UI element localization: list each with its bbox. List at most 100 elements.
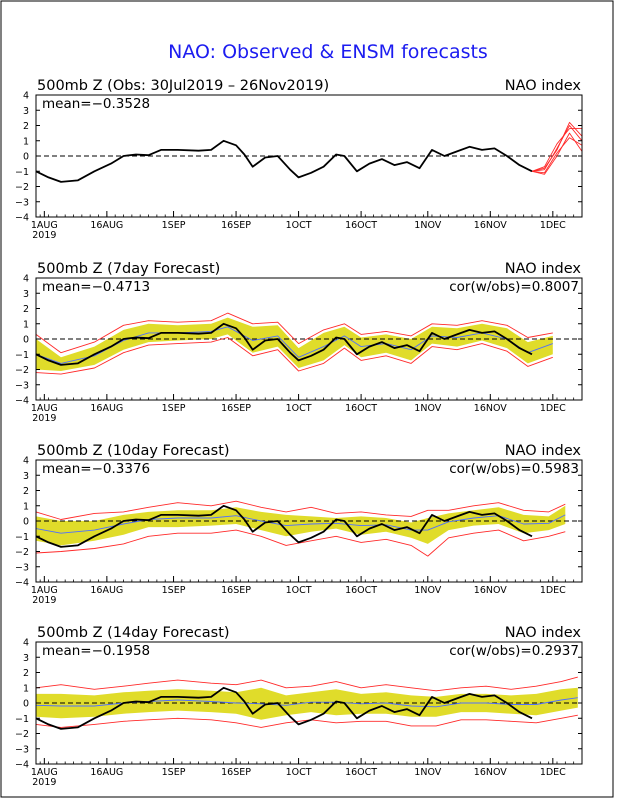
y-tick-label: 1 — [23, 136, 29, 147]
panel-index-label: NAO index — [505, 78, 582, 94]
year-label: 2019 — [32, 777, 56, 788]
y-tick-label: 0 — [23, 335, 29, 346]
x-tick-label: 1DEC — [540, 585, 566, 596]
year-label: 2019 — [32, 413, 56, 424]
member-max-line — [35, 500, 566, 520]
y-tick-label: −1 — [15, 167, 29, 178]
x-tick-label: 1AUG — [31, 403, 58, 414]
ensemble-member-line — [531, 121, 583, 172]
y-tick-label: −2 — [15, 547, 29, 558]
y-tick-label: 2 — [23, 668, 29, 679]
ensemble-member-line — [531, 132, 583, 175]
x-tick-label: 16NOV — [474, 403, 508, 414]
y-tick-label: −1 — [15, 350, 29, 361]
y-tick-label: 2 — [23, 121, 29, 132]
mean-label: mean=−0.4713 — [42, 279, 150, 295]
x-tick-label: 1OCT — [286, 767, 312, 778]
x-tick-label: 16SEP — [221, 403, 251, 414]
nao-panel-4: 500mb Z (14day Forecast) NAO index 4 3 2 1 0 −1… — [15, 625, 583, 788]
y-tick-label: −3 — [15, 197, 29, 208]
y-tick-label: 3 — [23, 289, 29, 300]
panel-title: 500mb Z (Obs: 30Jul2019 – 26Nov2019) — [37, 78, 329, 94]
y-tick-label: 1 — [23, 501, 29, 512]
y-tick-label: 1 — [23, 683, 29, 694]
member-max-line — [35, 676, 578, 692]
x-tick-label: 1SEP — [162, 585, 186, 596]
x-tick-label: 16NOV — [474, 767, 508, 778]
x-tick-label: 1NOV — [414, 403, 441, 414]
correlation-label: cor(w/obs)=0.8007 — [449, 279, 579, 295]
x-tick-label: 16AUG — [90, 767, 123, 778]
x-tick-label: 1DEC — [540, 403, 566, 414]
member-min-line — [35, 529, 566, 557]
x-tick-label: 1NOV — [414, 220, 441, 231]
x-tick-label: 1AUG — [31, 767, 58, 778]
nao-panel-2: 500mb Z (7day Forecast) NAO index 4 3 2 1 0 −1 −… — [15, 261, 583, 424]
year-label: 2019 — [32, 595, 56, 606]
y-tick-label: 3 — [23, 471, 29, 482]
ensemble-member-line — [531, 128, 582, 172]
y-tick-label: −3 — [15, 380, 29, 391]
y-tick-label: 0 — [23, 152, 29, 163]
y-tick-label: −4 — [15, 213, 29, 224]
panel-title: 500mb Z (7day Forecast) — [37, 261, 220, 277]
x-tick-label: 16OCT — [345, 767, 377, 778]
figure-title: NAO: Observed & ENSM forecasts — [168, 41, 488, 63]
y-tick-label: 1 — [23, 319, 29, 330]
x-tick-label: 16AUG — [90, 585, 123, 596]
member-min-line — [35, 337, 553, 375]
y-tick-label: 4 — [23, 456, 29, 467]
y-tick-label: −2 — [15, 182, 29, 193]
panel-index-label: NAO index — [505, 443, 582, 459]
y-tick-label: 0 — [23, 699, 29, 710]
spread-band — [36, 317, 553, 371]
y-tick-label: −4 — [15, 760, 29, 771]
y-tick-label: 4 — [23, 638, 29, 649]
y-tick-label: 3 — [23, 653, 29, 664]
x-tick-label: 16SEP — [221, 767, 251, 778]
y-tick-label: 4 — [23, 274, 29, 285]
y-tick-label: −2 — [15, 365, 29, 376]
panel-index-label: NAO index — [505, 261, 582, 277]
x-tick-label: 16OCT — [345, 220, 377, 231]
y-tick-label: 0 — [23, 517, 29, 528]
y-tick-label: −3 — [15, 562, 29, 573]
x-tick-label: 1OCT — [286, 403, 312, 414]
x-tick-label: 1SEP — [162, 767, 186, 778]
x-tick-label: 16NOV — [474, 585, 508, 596]
mean-label: mean=−0.3376 — [42, 461, 150, 477]
correlation-label: cor(w/obs)=0.5983 — [449, 461, 579, 477]
nao-panel-3: 500mb Z (10day Forecast) NAO index 4 3 2 1 0 −1… — [15, 443, 583, 606]
x-tick-label: 16OCT — [345, 403, 377, 414]
x-tick-label: 1OCT — [286, 585, 312, 596]
correlation-label: cor(w/obs)=0.2937 — [449, 643, 579, 659]
observed-line — [35, 322, 533, 366]
x-tick-label: 16NOV — [474, 220, 508, 231]
x-tick-label: 16SEP — [221, 585, 251, 596]
y-tick-label: −4 — [15, 578, 29, 589]
x-tick-label: 16SEP — [221, 220, 251, 231]
ensemble-member-line — [531, 125, 583, 172]
mean-label: mean=−0.1958 — [42, 643, 150, 659]
nao-panel-1: 500mb Z (Obs: 30Jul2019 – 26Nov2019) NAO … — [15, 78, 583, 241]
member-max-line — [35, 312, 553, 354]
spread-band — [36, 687, 578, 720]
mean-label: mean=−0.3528 — [42, 96, 150, 112]
x-tick-label: 1SEP — [162, 403, 186, 414]
panel-index-label: NAO index — [505, 625, 582, 641]
y-tick-label: 3 — [23, 106, 29, 117]
observed-line — [35, 504, 533, 548]
x-tick-label: 1NOV — [414, 585, 441, 596]
x-tick-label: 16AUG — [90, 403, 123, 414]
x-tick-label: 1DEC — [540, 767, 566, 778]
member-min-line — [35, 714, 578, 728]
x-tick-label: 1DEC — [540, 220, 566, 231]
y-tick-label: 4 — [23, 91, 29, 102]
forecast-mean-line — [35, 514, 566, 534]
y-tick-label: −1 — [15, 532, 29, 543]
y-tick-label: −3 — [15, 744, 29, 755]
panel-title: 500mb Z (10day Forecast) — [37, 443, 230, 459]
x-tick-label: 16OCT — [345, 585, 377, 596]
panel-title: 500mb Z (14day Forecast) — [37, 625, 230, 641]
